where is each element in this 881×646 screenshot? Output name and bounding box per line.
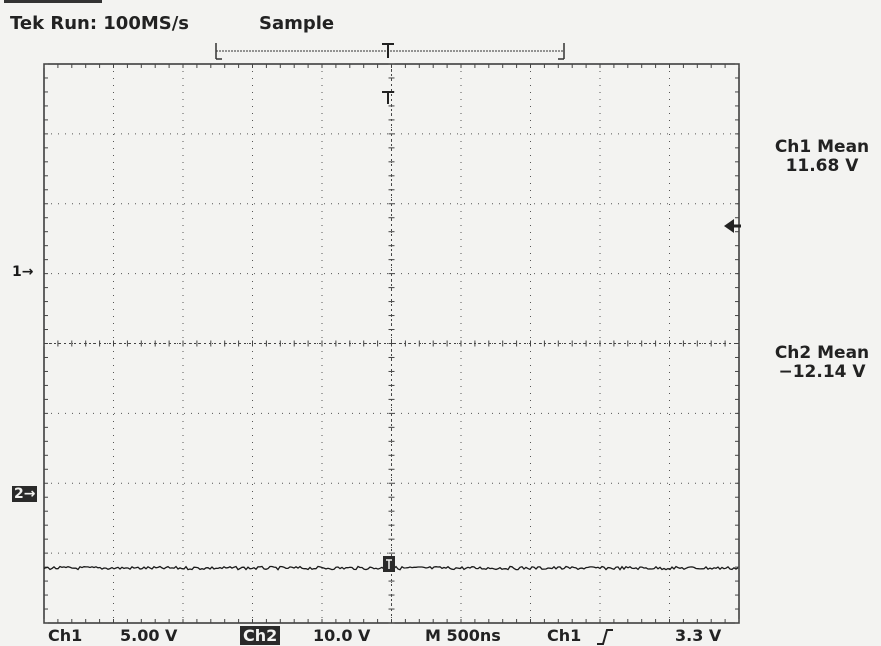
rising-edge-icon [597, 629, 613, 645]
ch2-measurement: Ch2 Mean −12.14 V [763, 344, 881, 382]
record-bracket [215, 43, 565, 60]
left-arrow-icon [724, 219, 741, 233]
ch2-scale: 10.0 V [313, 626, 371, 645]
top-link-bar [4, 0, 102, 3]
timebase: M 500ns [425, 626, 501, 645]
trigger-level: 3.3 V [675, 626, 722, 645]
ch2-ground-marker: 2→ [12, 486, 38, 502]
ch1-scale: 5.00 V [120, 626, 178, 645]
trigger-t-icon [382, 91, 394, 104]
ch1-name: Ch1 [48, 626, 83, 645]
ch2-measurement-label: Ch2 Mean [774, 343, 870, 363]
trigger-source: Ch1 [547, 626, 582, 645]
acquisition-status: Tek Run: 100MS/s [10, 13, 190, 34]
ch1-measurement-value: 11.68 V [785, 156, 859, 176]
ch2-measurement-value: −12.14 V [778, 362, 866, 382]
ch1-measurement-label: Ch1 Mean [774, 137, 870, 157]
acquisition-mode: Sample [259, 13, 335, 34]
trigger-t-icon [382, 43, 394, 58]
trigger-marker-icon [383, 556, 395, 572]
ch2-name: Ch2 [240, 626, 281, 645]
graticule [43, 63, 740, 624]
ch1-measurement: Ch1 Mean 11.68 V [763, 138, 881, 176]
ch1-ground-marker: 1→ [12, 264, 34, 280]
